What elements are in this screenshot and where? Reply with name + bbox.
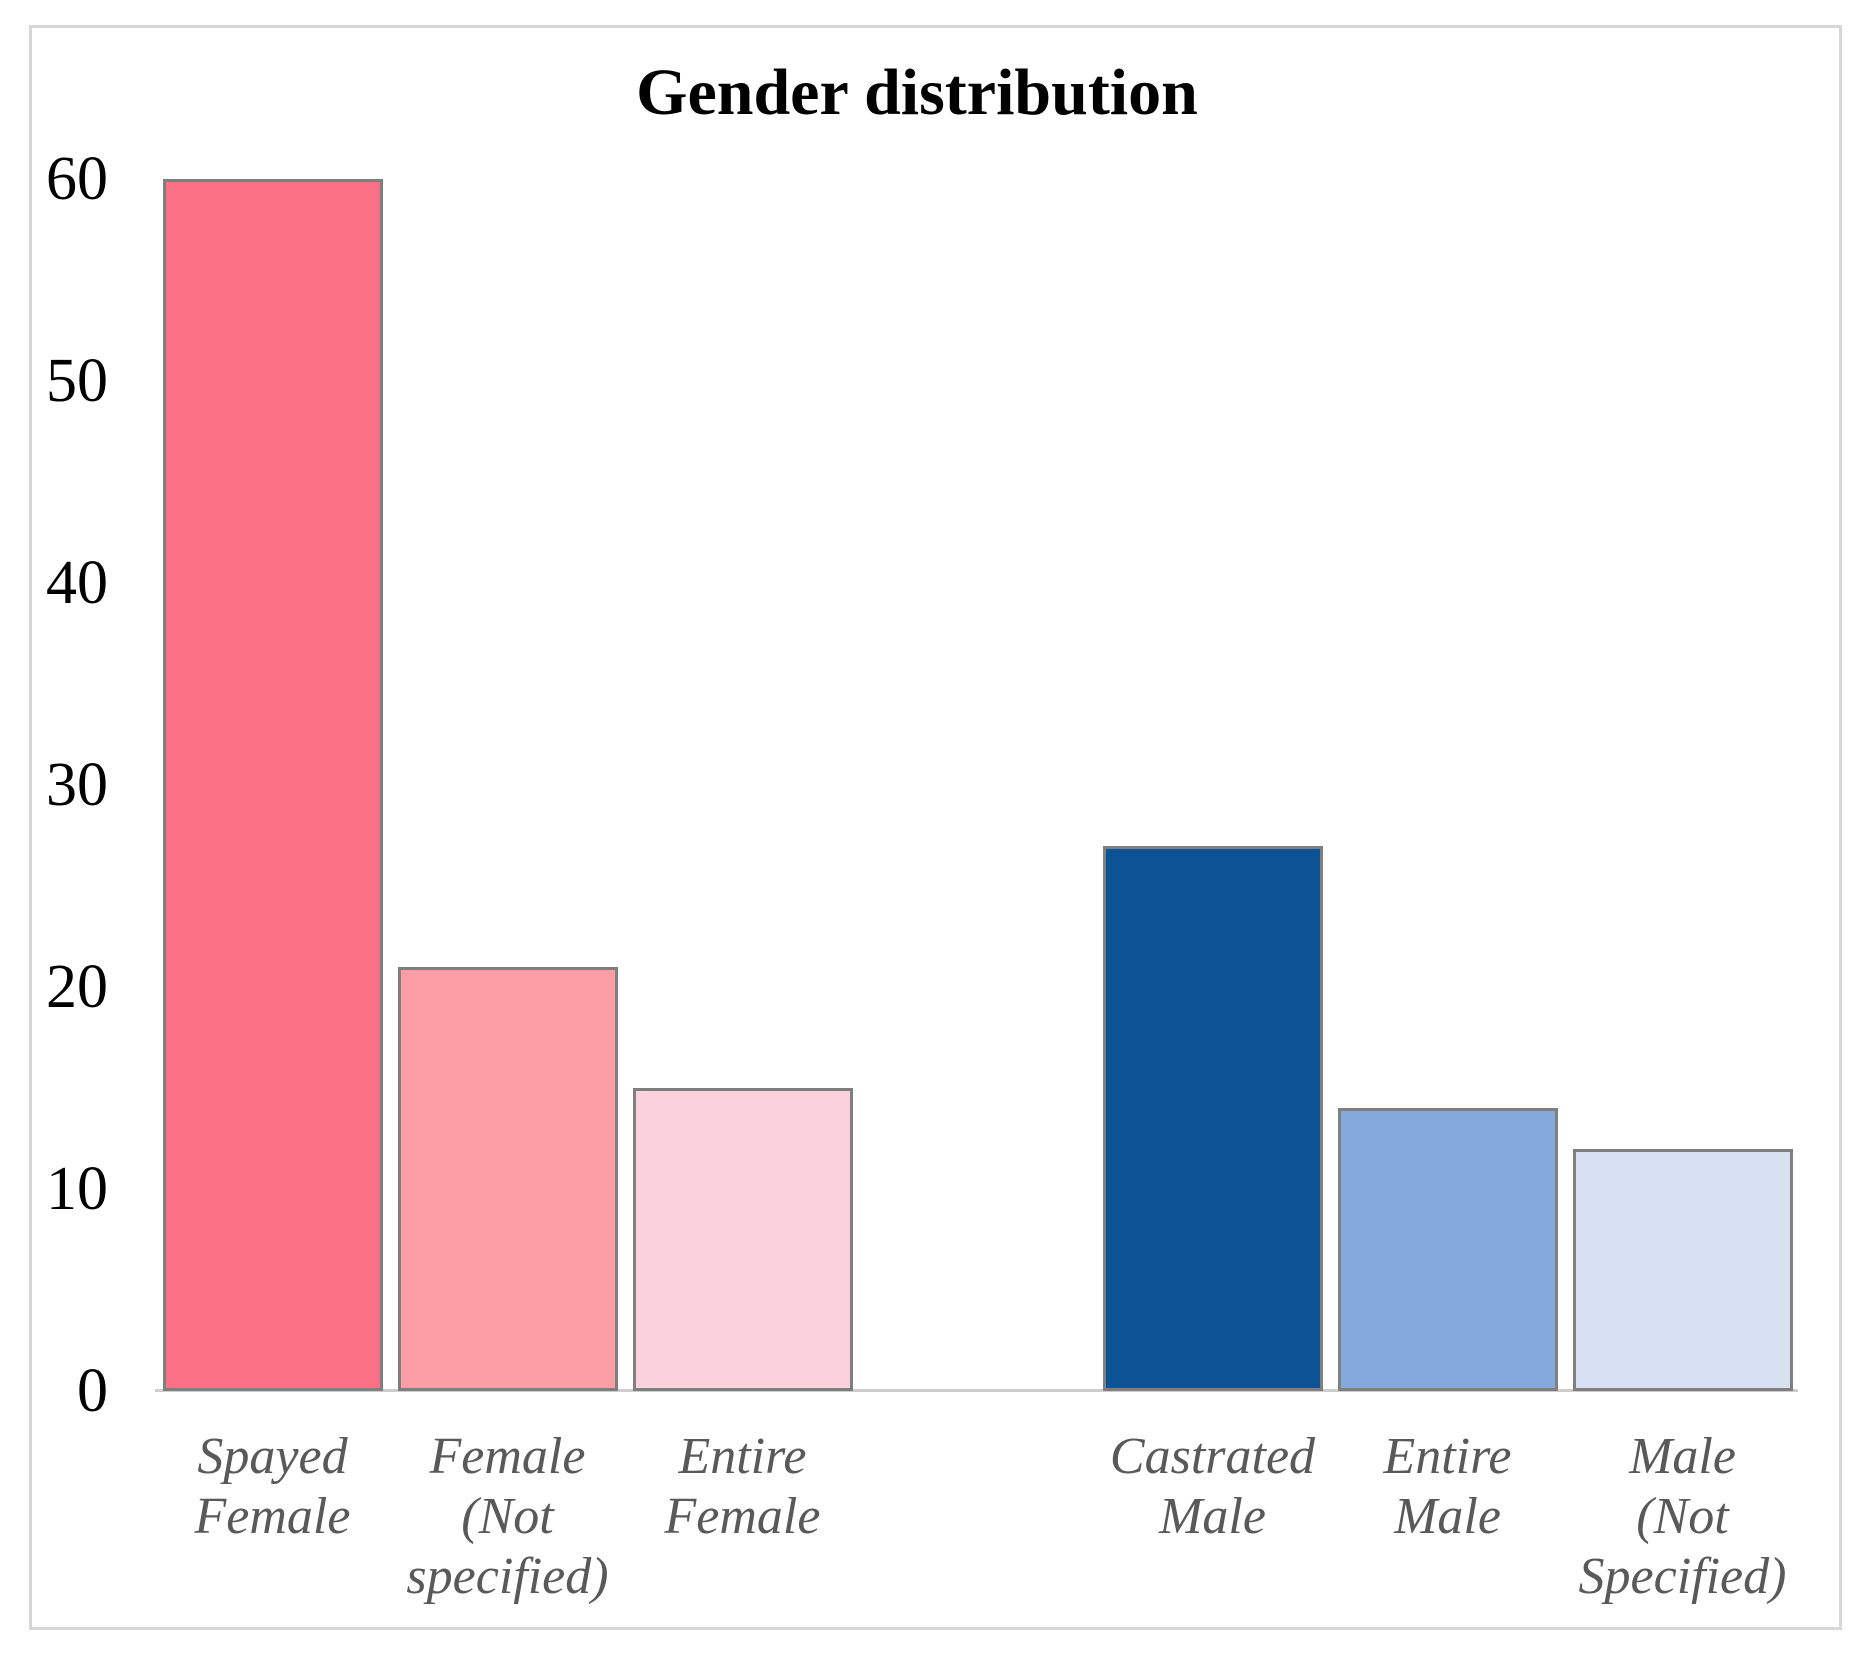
- bar-castrated-male: [1102, 845, 1323, 1391]
- bar-female-not-specified: [397, 966, 618, 1391]
- x-category-label-castrated-male: Castrated Male: [1109, 1428, 1316, 1545]
- x-category-label-female-not-specified: Female (Not specified): [406, 1428, 609, 1605]
- y-tick-label-10: 10: [46, 1155, 108, 1223]
- bar-entire-male: [1337, 1108, 1558, 1391]
- x-category-label-entire-female: Entire Female: [664, 1428, 821, 1545]
- bar-male-not-specified: [1572, 1148, 1793, 1391]
- y-tick-label-60: 60: [46, 145, 108, 213]
- bar-spayed-female: [162, 179, 383, 1391]
- y-tick-label-0: 0: [77, 1357, 108, 1425]
- bar-entire-female: [632, 1088, 853, 1391]
- chart-title: Gender distribution: [636, 56, 1198, 129]
- y-tick-label-20: 20: [46, 953, 108, 1021]
- y-tick-label-30: 30: [46, 751, 108, 819]
- y-tick-label-40: 40: [46, 549, 108, 617]
- x-category-label-spayed-female: Spayed Female: [194, 1428, 351, 1545]
- x-axis-line: [155, 1389, 1798, 1392]
- x-category-label-male-not-specified: Male (Not Specified): [1578, 1428, 1787, 1605]
- chart-frame: [29, 25, 1842, 1630]
- y-tick-label-50: 50: [46, 347, 108, 415]
- x-category-label-entire-male: Entire Male: [1383, 1428, 1512, 1545]
